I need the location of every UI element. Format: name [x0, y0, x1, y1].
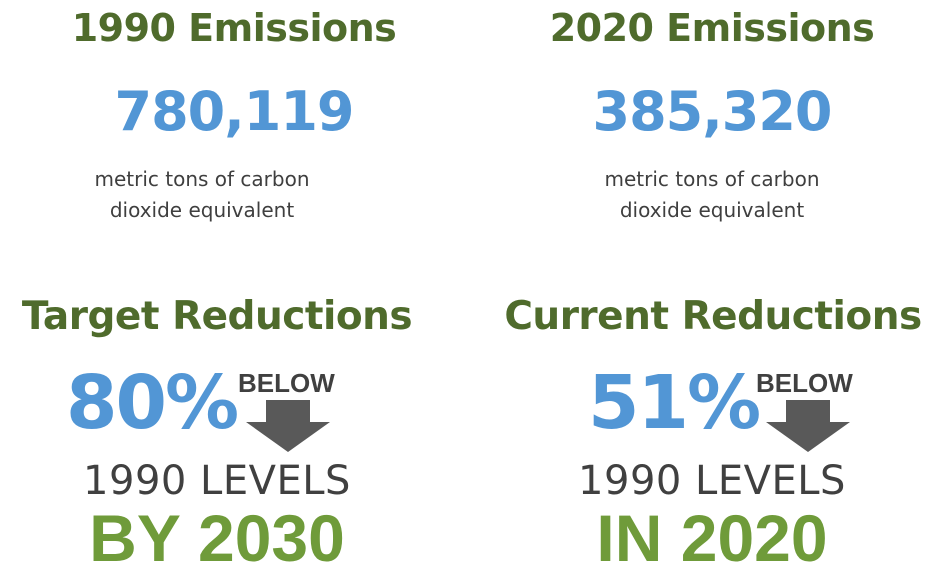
target-deadline: BY 2030: [89, 501, 345, 575]
current-below-label: BELOW: [756, 368, 853, 398]
unit-line-2: dioxide equivalent: [109, 198, 295, 222]
current-percent: 51%: [588, 360, 761, 446]
target-reductions-panel: Target Reductions 80% BELOW 1990 LEVELS …: [0, 280, 468, 575]
unit-line-1: metric tons of carbon: [94, 167, 310, 191]
down-arrow-icon: [246, 400, 330, 452]
emissions-1990-unit: metric tons of carbon dioxide equivalent: [0, 164, 468, 226]
emissions-2020-unit: metric tons of carbon dioxide equivalent: [488, 164, 936, 226]
emissions-1990-value: 780,119: [114, 80, 355, 143]
current-reductions-heading: Current Reductions: [504, 294, 922, 339]
unit-line-2: dioxide equivalent: [619, 198, 805, 222]
target-levels: 1990 LEVELS: [83, 458, 351, 504]
emissions-2020-value: 385,320: [592, 80, 833, 143]
emissions-2020-panel: 2020 Emissions 385,320 metric tons of ca…: [468, 0, 936, 260]
down-arrow-icon: [766, 400, 850, 452]
current-deadline: IN 2020: [596, 501, 828, 575]
emissions-1990-heading: 1990 Emissions: [71, 6, 397, 50]
current-reductions-panel: Current Reductions 51% BELOW 1990 LEVELS…: [468, 280, 936, 575]
target-reductions-heading: Target Reductions: [21, 294, 413, 339]
unit-line-1: metric tons of carbon: [604, 167, 820, 191]
emissions-1990-panel: 1990 Emissions 780,119 metric tons of ca…: [0, 0, 468, 260]
current-levels: 1990 LEVELS: [578, 458, 846, 504]
target-below-label: BELOW: [238, 368, 335, 398]
emissions-2020-heading: 2020 Emissions: [549, 6, 875, 50]
target-percent: 80%: [66, 360, 239, 446]
